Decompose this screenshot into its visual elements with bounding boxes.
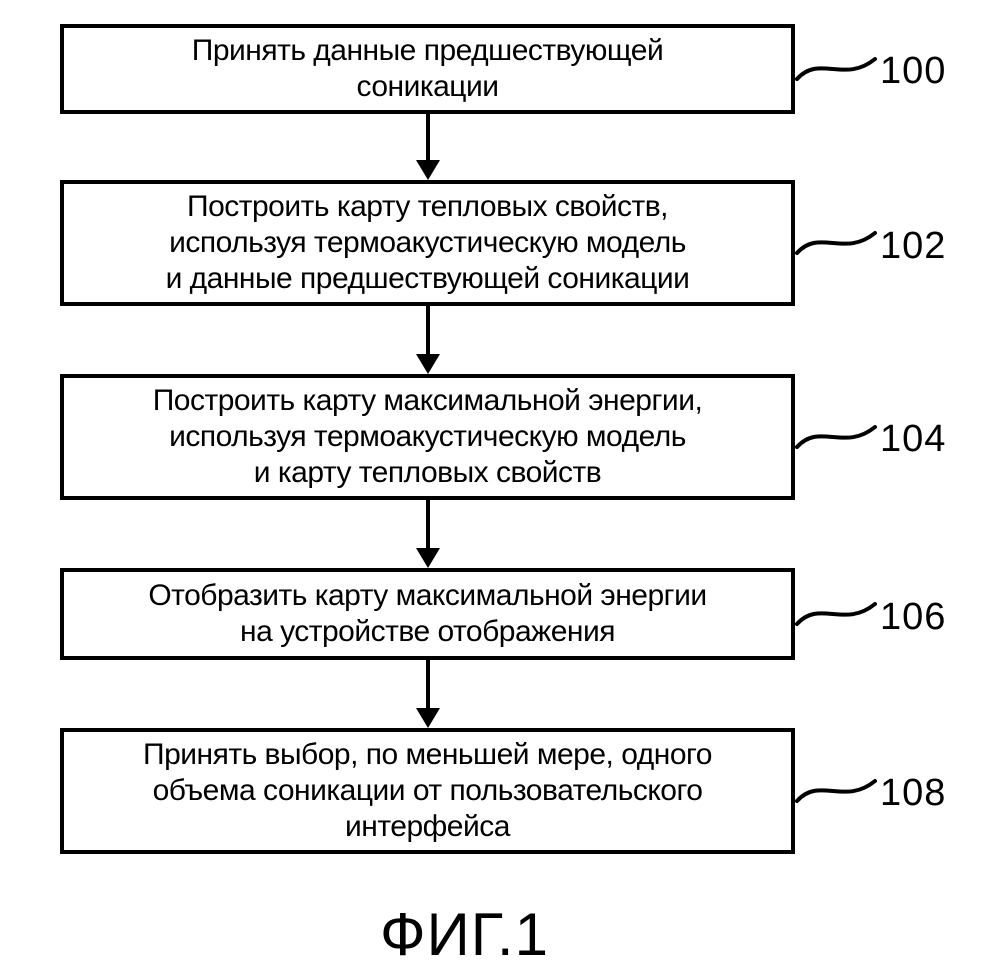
flow-step-text: Построить карту максимальной энергии, ис… [153, 383, 703, 491]
flow-step-text: Отобразить карту максимальной энергии на… [148, 578, 706, 650]
flow-step-104: Построить карту максимальной энергии, ис… [60, 374, 795, 500]
flow-step-106: Отобразить карту максимальной энергии на… [60, 568, 795, 660]
flow-step-label-106: 106 [880, 596, 946, 639]
flow-step-102: Построить карту тепловых свойств, исполь… [60, 180, 795, 306]
flow-step-text: Принять выбор, по меньшей мере, одного о… [143, 737, 712, 845]
flow-step-text: Построить карту тепловых свойств, исполь… [166, 189, 690, 297]
leader-line [795, 767, 877, 815]
flow-step-label-102: 102 [880, 225, 946, 268]
flow-arrow [410, 500, 446, 568]
flowchart-container: Принять данные предшествующей соникации 1… [0, 0, 999, 979]
flow-step-100: Принять данные предшествующей соникации [60, 24, 795, 114]
flow-arrow [410, 114, 446, 180]
figure-caption: ФИГ.1 [380, 900, 549, 969]
leader-line [795, 45, 877, 93]
leader-line [795, 590, 877, 638]
flow-step-108: Принять выбор, по меньшей мере, одного о… [60, 728, 795, 854]
flow-arrow [410, 660, 446, 728]
flow-step-text: Принять данные предшествующей соникации [192, 33, 663, 105]
leader-line [795, 413, 877, 461]
flow-step-label-100: 100 [880, 50, 946, 93]
leader-line [795, 219, 877, 267]
flow-step-label-108: 108 [880, 772, 946, 815]
flow-step-label-104: 104 [880, 418, 946, 461]
flow-arrow [410, 306, 446, 374]
